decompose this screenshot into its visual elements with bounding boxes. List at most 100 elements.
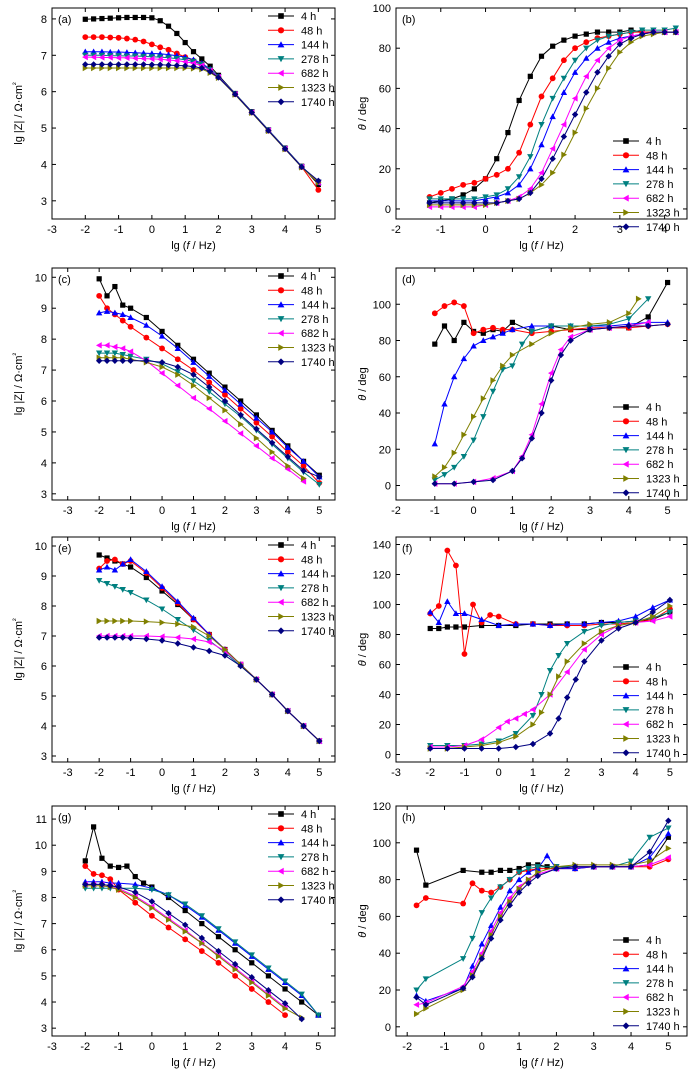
series-1323-h-point bbox=[461, 431, 468, 438]
series-48-h-point bbox=[265, 999, 272, 1005]
series-1740-h-line bbox=[85, 883, 303, 1020]
series-682-h-point bbox=[583, 73, 589, 80]
series-1740-h-point bbox=[571, 111, 579, 118]
series-682-h-point bbox=[190, 394, 197, 402]
series-682-h-point bbox=[237, 430, 244, 437]
series-1740-h-point bbox=[482, 199, 489, 207]
series-278-h-point bbox=[248, 952, 255, 959]
legend-swatch-marker bbox=[622, 965, 630, 972]
series-1740-h-line bbox=[85, 63, 319, 182]
x-tick-label: 3 bbox=[253, 505, 259, 517]
series-1740-h-point bbox=[672, 28, 680, 36]
series-1323-h-point bbox=[159, 363, 166, 371]
series-1740-h-point bbox=[132, 889, 139, 896]
series-144-h-point bbox=[119, 560, 126, 567]
series-4-h-point bbox=[96, 276, 102, 282]
x-tick-label: 4 bbox=[285, 767, 291, 779]
x-axis-title: lg (f / Hz) bbox=[171, 521, 216, 533]
x-tick-label: -1 bbox=[430, 505, 440, 517]
legend-entry-48-h: 48 h bbox=[646, 416, 667, 428]
series-1323-h-line bbox=[434, 298, 639, 477]
series-1323-h-point bbox=[215, 953, 222, 960]
y-tick-label: 8 bbox=[41, 334, 47, 346]
y-tick-label: 120 bbox=[373, 570, 391, 582]
series-278-h-point bbox=[158, 606, 166, 613]
series-1323-h-point bbox=[451, 449, 458, 457]
legend-swatch-marker bbox=[277, 329, 284, 337]
series-278-h-point bbox=[548, 323, 555, 330]
legend: 4 h 48 h 144 h 278 h 682 h 1323 h 1740 h bbox=[613, 662, 680, 760]
legend-entry-4-h: 4 h bbox=[301, 540, 316, 552]
legend-entry-144-h: 144 h bbox=[301, 300, 329, 312]
y-tick-label: 60 bbox=[379, 911, 391, 923]
series-1740-h-point bbox=[315, 177, 322, 185]
x-tick-label: 5 bbox=[316, 767, 322, 779]
series-4-h-point bbox=[505, 129, 511, 136]
series-144-h-point bbox=[143, 568, 150, 575]
series-278-h-point bbox=[627, 29, 635, 36]
series-1740-h-point bbox=[478, 745, 485, 752]
series-4-h-point bbox=[525, 862, 532, 868]
series-144-h-point bbox=[527, 165, 534, 172]
series-1740-h-point bbox=[515, 195, 523, 203]
series-4-h-point bbox=[165, 23, 172, 29]
series-4-h-point bbox=[140, 14, 147, 21]
legend-entry-682-h: 682 h bbox=[301, 597, 329, 609]
legend-entry-4-h: 4 h bbox=[646, 402, 661, 414]
series-48-h-point bbox=[471, 179, 478, 186]
series-4-h-point bbox=[432, 341, 438, 347]
series-278-h-point bbox=[518, 341, 526, 348]
series-1740-h-point bbox=[557, 351, 565, 359]
series-48-h-point bbox=[182, 936, 189, 943]
series-1323-h-point bbox=[538, 181, 545, 189]
series-1740-h-point bbox=[426, 199, 433, 207]
legend-entry-1740-h: 1740 h bbox=[301, 357, 335, 369]
series-682-h-point bbox=[82, 53, 88, 61]
series-1740-h-point bbox=[470, 478, 477, 486]
series-1740-h-point bbox=[98, 61, 106, 68]
x-tick-label: 3 bbox=[591, 1041, 597, 1053]
y-tick-label: 120 bbox=[373, 801, 391, 813]
series-278-h-point bbox=[132, 885, 139, 892]
series-144-h-point bbox=[469, 962, 476, 969]
series-1323-h-point bbox=[529, 340, 535, 348]
series-1740-h-point bbox=[98, 881, 106, 888]
series-1323-h-point bbox=[509, 351, 516, 359]
series-144-h-point bbox=[563, 620, 571, 627]
series-1740-h-point bbox=[107, 882, 114, 889]
series-1323-h-point bbox=[222, 646, 229, 653]
series-1740-h-point bbox=[165, 909, 172, 917]
series-1740-h-point bbox=[181, 62, 189, 70]
series-144-h-point bbox=[581, 620, 588, 627]
series-1323-h-line bbox=[85, 885, 302, 1019]
series-1740-h-point bbox=[90, 61, 97, 68]
x-tick-label: -1 bbox=[126, 505, 136, 517]
series-278-h-point bbox=[528, 328, 535, 335]
series-144-h-point bbox=[549, 113, 556, 120]
series-4-h-point bbox=[115, 864, 122, 871]
legend-swatch-marker bbox=[622, 223, 630, 231]
series-682-h-point bbox=[123, 54, 130, 62]
x-tick-label: 2 bbox=[215, 224, 221, 236]
x-tick-label: 4 bbox=[282, 1041, 288, 1053]
series-278-h-point bbox=[506, 877, 513, 883]
chart-panel-c: -3 -2 -1 0 1 2 3 4 5 3 4 5 6 7 8 9 10 lg (f / Hz) lg |Z| /… bbox=[11, 267, 336, 533]
series-278-h-point bbox=[497, 884, 504, 891]
series-1740-h-point bbox=[158, 637, 166, 644]
y-tick-label: 80 bbox=[379, 630, 391, 642]
legend-entry-278-h: 278 h bbox=[301, 583, 329, 595]
series-4-h-point bbox=[441, 323, 448, 329]
series-4-h-point bbox=[509, 319, 515, 325]
series-682-h-point bbox=[300, 478, 307, 485]
legend-swatch-marker bbox=[622, 152, 630, 159]
series-1323-h-point bbox=[238, 421, 244, 428]
series-682-h-point bbox=[605, 44, 612, 52]
series-1323-h-point bbox=[300, 475, 307, 482]
legend-entry-4-h: 4 h bbox=[301, 11, 316, 23]
legend-swatch-marker bbox=[622, 749, 630, 757]
series-1740-h-point bbox=[649, 608, 656, 616]
series-4-h-point bbox=[460, 192, 466, 198]
legend-swatch-marker bbox=[622, 951, 630, 958]
series-4-h-point bbox=[265, 973, 272, 979]
y-tick-label: 0 bbox=[385, 750, 391, 762]
